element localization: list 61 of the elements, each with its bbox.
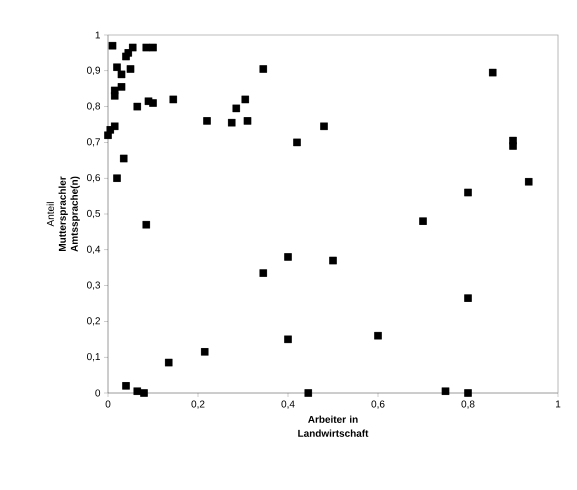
point — [169, 96, 178, 104]
point — [320, 122, 328, 130]
point — [118, 83, 126, 91]
y-tick-label: 0,6 — [87, 174, 100, 182]
point — [304, 389, 312, 397]
point — [293, 138, 301, 146]
point — [284, 253, 292, 261]
point — [108, 42, 116, 50]
point — [140, 389, 148, 397]
point — [122, 382, 130, 390]
point — [203, 117, 211, 125]
y-tick-label: 0,3 — [87, 281, 100, 290]
point — [464, 389, 472, 397]
y-tick-label: 0,7 — [87, 138, 100, 147]
point — [259, 65, 268, 73]
point — [149, 44, 157, 52]
y-tick-label: 0 — [95, 389, 100, 397]
point — [488, 68, 497, 76]
x-tick-label: 1 — [556, 400, 560, 408]
y-tick-label: 0,8 — [87, 102, 100, 111]
point — [142, 44, 150, 52]
y-axis-title: Anteil Muttersprachler Amtssprache(n) — [46, 176, 80, 252]
point — [133, 102, 142, 110]
x-tick-label: 0,4 — [281, 400, 295, 409]
x-tick-label: 0 — [106, 400, 110, 408]
point — [442, 387, 450, 396]
point — [126, 65, 134, 73]
point — [509, 142, 517, 150]
point — [110, 122, 119, 130]
point — [110, 86, 119, 94]
point — [164, 358, 173, 366]
x-tick-label: 0,6 — [371, 400, 384, 409]
y-tick-label: 0,4 — [87, 246, 100, 254]
point — [244, 117, 252, 125]
point — [142, 220, 150, 229]
point — [241, 96, 250, 104]
x-tick-label: 0,2 — [191, 400, 204, 409]
y-tick-label: 0,5 — [87, 210, 100, 218]
point — [464, 188, 472, 196]
point — [232, 104, 240, 112]
point — [128, 44, 137, 52]
point — [113, 63, 121, 72]
y-tick-label: 0,1 — [87, 353, 100, 362]
point — [113, 174, 121, 182]
point — [284, 336, 292, 344]
y-tick-label: 0,9 — [87, 66, 100, 75]
point — [329, 256, 337, 264]
x-tick-label: 0,8 — [461, 400, 474, 409]
point — [200, 348, 209, 356]
point — [228, 118, 236, 127]
point — [120, 154, 128, 162]
point — [524, 178, 533, 186]
point — [464, 294, 472, 302]
y-tick-label: 0,2 — [87, 317, 100, 326]
point — [149, 99, 157, 107]
y-tick-label: 1 — [96, 32, 100, 38]
point — [374, 332, 382, 340]
point — [118, 70, 126, 78]
x-axis-title: Arbeiter in Landwirtschaft — [298, 416, 368, 437]
point — [259, 269, 268, 277]
point — [419, 217, 427, 225]
